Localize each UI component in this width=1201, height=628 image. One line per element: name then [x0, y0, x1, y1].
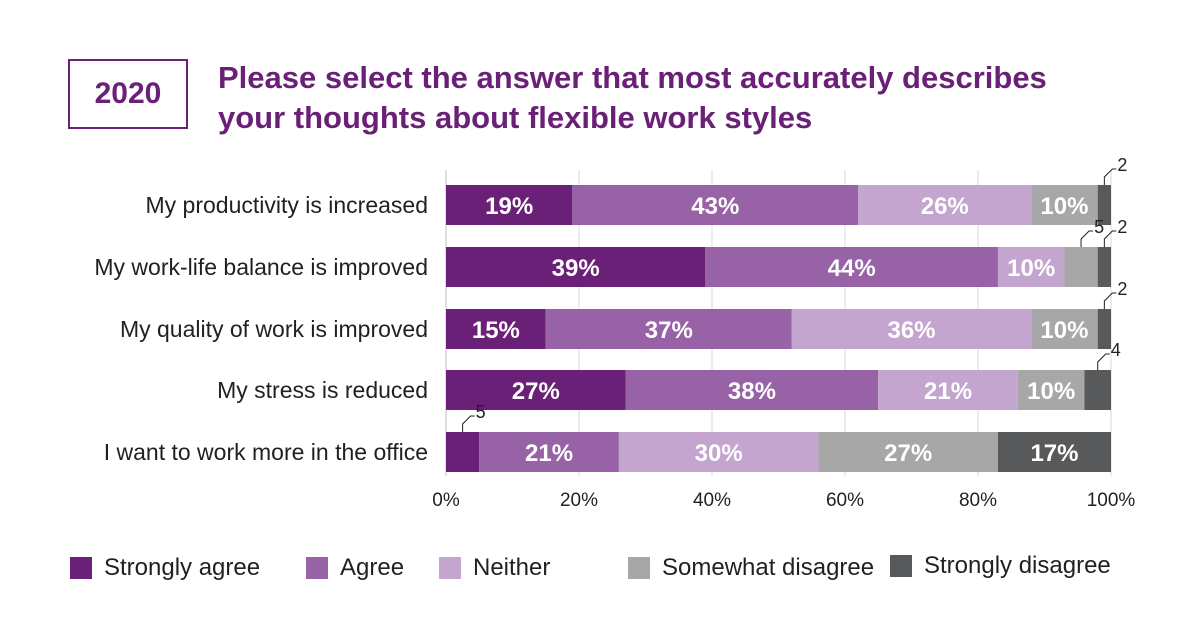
x-tick-label: 0%: [432, 490, 460, 511]
x-tick-label: 20%: [560, 490, 598, 511]
bar-segment: [1097, 247, 1111, 287]
legend-item: Somewhat disagree: [628, 551, 874, 585]
leader-line: [1080, 230, 1094, 247]
bar-segment: [1031, 309, 1098, 349]
legend-item: Strongly disagree: [890, 549, 1111, 583]
bar-segment: [572, 185, 859, 225]
bar-segment: [705, 247, 998, 287]
bar-segment: [446, 309, 546, 349]
category-label: My stress is reduced: [217, 377, 428, 403]
data-label: 17%: [1030, 440, 1078, 467]
bar-segment: [1031, 185, 1098, 225]
year-label: 2020: [94, 77, 162, 110]
bar-segment: [791, 309, 1032, 349]
leader-line: [1097, 353, 1110, 370]
data-label-small: 4: [1111, 340, 1121, 360]
bar-segment: [1097, 185, 1111, 225]
category-label: My productivity is increased: [146, 192, 429, 218]
legend-swatch: [306, 557, 328, 579]
legend-label: Somewhat disagree: [662, 554, 875, 581]
data-label: 10%: [1027, 378, 1075, 405]
x-tick-label: 40%: [693, 490, 731, 511]
leader-line: [462, 415, 475, 432]
bar-segment: [1097, 309, 1111, 349]
legend-item: Strongly agree: [70, 551, 260, 585]
bar-segment: [997, 247, 1065, 287]
legend-label: Agree: [340, 554, 405, 581]
data-label: 30%: [695, 440, 743, 467]
bar-segment: [479, 432, 619, 472]
data-label: 21%: [525, 440, 573, 467]
data-label-small: 5: [1094, 217, 1104, 237]
legend-item: Agree: [306, 551, 404, 585]
chart-legend: Strongly agree Agree Neither Somewhat disag…: [70, 550, 1170, 586]
data-label: 10%: [1007, 255, 1055, 282]
bar-segment: [878, 370, 1018, 410]
x-tick-label: 60%: [826, 490, 864, 511]
data-label: 27%: [512, 378, 560, 405]
x-tick-label: 80%: [959, 490, 997, 511]
data-label: 27%: [884, 440, 932, 467]
data-label: 10%: [1040, 193, 1088, 220]
data-label-small: 2: [1117, 155, 1127, 175]
title-line-1: Please select the answer that most accur…: [218, 60, 1047, 95]
legend-swatch: [628, 557, 650, 579]
leader-line: [1103, 168, 1117, 185]
bar-segment: [997, 432, 1111, 472]
bar-segment: [625, 370, 879, 410]
bar-segment: [1064, 247, 1098, 287]
legend-item: Neither: [439, 551, 550, 585]
legend-swatch: [439, 557, 461, 579]
data-label: 38%: [728, 378, 776, 405]
title-line-2: your thoughts about flexible work styles: [218, 100, 813, 135]
bar-segment: [545, 309, 792, 349]
legend-label: Strongly disagree: [924, 552, 1111, 579]
data-label: 15%: [472, 317, 520, 344]
bar-segment: [858, 185, 1032, 225]
bar-segment: [446, 432, 480, 472]
bar-segment: [446, 370, 626, 410]
category-label: My quality of work is improved: [120, 316, 428, 342]
chart-title: Please select the answer that most accur…: [218, 58, 1178, 138]
data-label: 21%: [924, 378, 972, 405]
bar-segment: [1084, 370, 1111, 410]
data-label: 19%: [485, 193, 533, 220]
data-label-small: 2: [1117, 279, 1127, 299]
bar-segment: [446, 185, 573, 225]
data-label-small: 5: [476, 402, 486, 422]
x-tick-label: 100%: [1087, 490, 1136, 511]
data-label: 43%: [691, 193, 739, 220]
leader-line: [1103, 230, 1117, 247]
legend-swatch: [70, 557, 92, 579]
data-label: 36%: [887, 317, 935, 344]
leader-line: [1103, 292, 1117, 309]
data-label-small: 2: [1117, 217, 1127, 237]
data-label: 37%: [645, 317, 693, 344]
bar-segment: [618, 432, 819, 472]
legend-label: Strongly agree: [104, 554, 261, 581]
bar-segment: [446, 247, 706, 287]
legend-swatch: [890, 555, 912, 577]
legend-label: Neither: [473, 554, 551, 581]
bar-segment: [1017, 370, 1085, 410]
data-label: 10%: [1040, 317, 1088, 344]
year-badge: 2020: [68, 59, 188, 129]
data-label: 44%: [828, 255, 876, 282]
bar-segment: [818, 432, 998, 472]
data-label: 39%: [552, 255, 600, 282]
category-label: I want to work more in the office: [104, 439, 428, 465]
category-label: My work-life balance is improved: [94, 254, 428, 280]
data-label: 26%: [921, 193, 969, 220]
